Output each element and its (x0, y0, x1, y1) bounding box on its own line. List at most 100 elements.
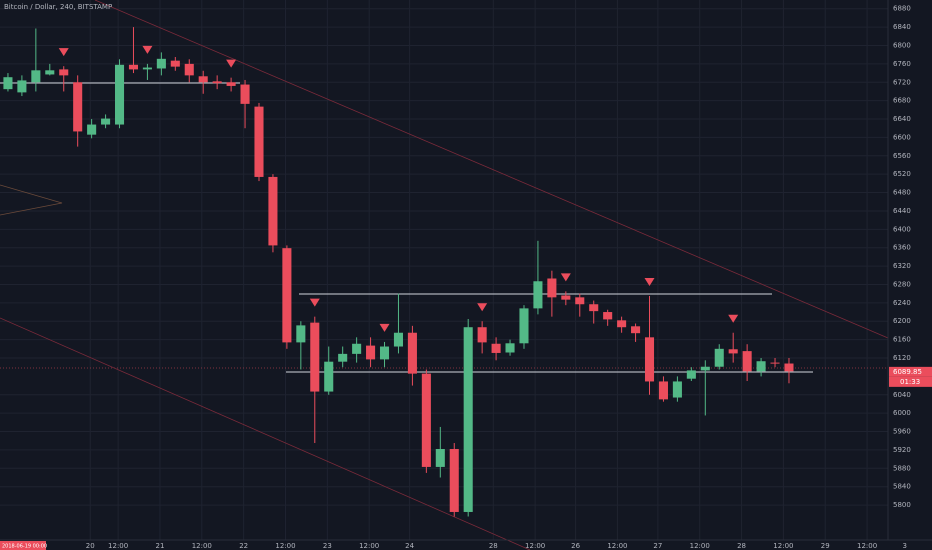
candle-body (101, 118, 111, 125)
candle-body (714, 348, 724, 367)
x-tick-label: 29 (821, 542, 830, 550)
x-tick-label: 12:00 (275, 542, 295, 550)
sell-signal (309, 298, 320, 307)
x-tick-label: 22 (239, 542, 248, 550)
candle-body (547, 278, 557, 298)
candle-body (45, 70, 55, 75)
x-tick-label: 12:00 (690, 542, 710, 550)
candle-body (477, 327, 487, 343)
candle-body (379, 346, 390, 360)
candle-body (226, 82, 236, 86)
cursor-date-box (0, 541, 46, 550)
candle-body (519, 308, 529, 344)
candle-body (198, 76, 208, 83)
countdown-box (889, 376, 932, 387)
candle-body (282, 248, 292, 343)
candle-body (575, 297, 585, 305)
y-tick-label: 6360 (893, 244, 911, 252)
y-tick-label: 6560 (893, 152, 911, 160)
sell-signal (226, 59, 237, 68)
y-tick-label: 6280 (893, 280, 911, 288)
grid (0, 0, 888, 540)
x-tick-label: 26 (571, 542, 580, 550)
candle-body (617, 320, 627, 328)
candle-body (672, 381, 682, 398)
y-tick-label: 6520 (893, 170, 911, 178)
countdown-label: 01:33 (900, 378, 920, 386)
axes: 5800 5840 5880 5920 5960 6000 6040 6120 6160 6200… (0, 5, 932, 550)
candle-body (31, 70, 41, 83)
candle-body (533, 281, 543, 309)
y-tick-label: 6200 (893, 317, 911, 325)
x-tick-label: 12:00 (108, 542, 128, 550)
candle-body (324, 361, 334, 392)
candle-body (658, 381, 668, 400)
candle-body (87, 124, 97, 135)
trend-line (94, 0, 889, 339)
candle-body (310, 322, 320, 392)
y-tick-label: 6480 (893, 189, 911, 197)
y-tick-label: 6840 (893, 23, 911, 31)
sell-signal (142, 45, 153, 54)
sell-signal (58, 48, 69, 57)
y-tick-label: 6400 (893, 225, 911, 233)
x-tick-label: 12:00 (607, 542, 627, 550)
candle-body (728, 349, 738, 354)
candle-body (268, 176, 278, 246)
y-tick-label: 6640 (893, 115, 911, 123)
y-tick-label: 6240 (893, 299, 911, 307)
candle-body (505, 343, 515, 353)
candle-body (784, 363, 794, 372)
last-price-label: 6089.85 (893, 368, 922, 376)
y-tick-label: 6880 (893, 5, 911, 13)
candle-body (561, 295, 571, 300)
candle-body (114, 64, 125, 125)
sell-signal (560, 273, 571, 282)
candle-body (393, 332, 403, 347)
candle-body (407, 332, 417, 374)
candle-body (296, 325, 306, 343)
chart-title: Bitcoin / Dollar, 240, BITSTAMP (4, 3, 112, 11)
candle-body (59, 69, 69, 76)
candle-body (128, 64, 139, 70)
candle-body (631, 326, 641, 334)
candle-body (170, 60, 180, 67)
candle-body (17, 80, 27, 93)
x-tick-label: 12:00 (857, 542, 877, 550)
y-tick-label: 6160 (893, 336, 911, 344)
x-tick-label: 3 (903, 542, 907, 550)
candle-body (184, 63, 194, 76)
y-tick-label: 5800 (893, 501, 911, 509)
candle-body (3, 77, 13, 90)
y-tick-label: 6800 (893, 41, 911, 49)
candle-body (254, 106, 264, 177)
x-tick-label: 24 (405, 542, 414, 550)
candle-body (73, 82, 83, 132)
x-tick-label: 27 (653, 542, 662, 550)
y-tick-label: 6760 (893, 60, 911, 68)
candle-body (156, 58, 166, 69)
y-tick-label: 6720 (893, 78, 911, 86)
y-tick-label: 5840 (893, 483, 911, 491)
x-tick-label: 23 (323, 542, 332, 550)
candle-body (770, 362, 780, 364)
candle-body (338, 353, 348, 362)
candle-body (449, 449, 459, 512)
candle-body (589, 304, 599, 312)
last-price-box (889, 366, 932, 377)
candle-body (491, 343, 501, 353)
x-tick-label: 20 (86, 542, 95, 550)
price-axis (888, 0, 932, 550)
x-tick-label: 12:00 (192, 542, 212, 550)
candle-body (240, 84, 250, 104)
candle-body (463, 327, 473, 512)
candles (3, 27, 794, 517)
y-tick-label: 5920 (893, 446, 911, 454)
x-tick-label: 28 (489, 542, 498, 550)
candle-body (603, 312, 613, 320)
sell-signal (477, 303, 488, 312)
candle-body (700, 366, 710, 371)
candle-body (366, 345, 376, 360)
pattern-drawing (0, 184, 63, 216)
